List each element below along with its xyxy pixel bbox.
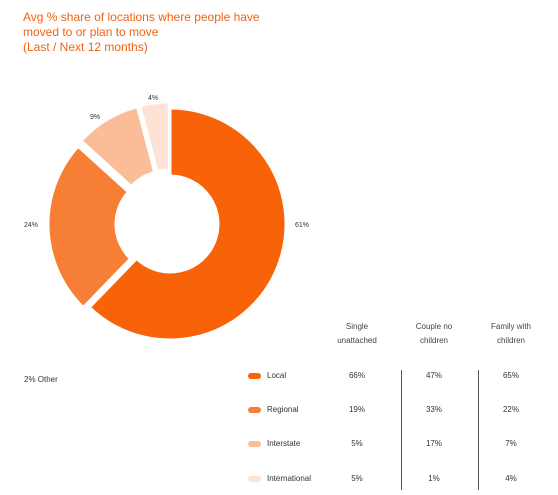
column-divider bbox=[478, 370, 479, 490]
slice-value-label: 9% bbox=[90, 114, 100, 121]
table-cell: 22% bbox=[502, 405, 519, 414]
donut-slice-regional bbox=[46, 144, 133, 310]
column-divider bbox=[401, 370, 402, 490]
table-cell: 47% bbox=[425, 371, 442, 380]
column-header: Couple no children bbox=[397, 320, 471, 348]
table-cell: 65% bbox=[502, 371, 519, 380]
column-header-line: Couple no bbox=[415, 322, 453, 331]
table-cell: 5% bbox=[351, 439, 363, 448]
legend-swatch bbox=[248, 476, 261, 482]
column-header-line: unattached bbox=[337, 336, 377, 345]
legend-label: International bbox=[267, 474, 312, 483]
table-row: International 5% 1% 4% bbox=[0, 473, 558, 487]
chart-title-line: Avg % share of locations where people ha… bbox=[23, 10, 260, 24]
donut-slice-local bbox=[87, 106, 288, 342]
column-header-line: children bbox=[496, 336, 525, 345]
chart-title-line: moved to or plan to move bbox=[23, 25, 159, 39]
legend-swatch bbox=[248, 441, 261, 447]
table-row: Interstate 5% 17% 7% bbox=[0, 438, 558, 452]
column-header: Family with children bbox=[474, 320, 548, 348]
slice-value-label: 4% bbox=[148, 95, 158, 102]
slice-value-label: 24% bbox=[24, 222, 38, 229]
column-header-line: Single bbox=[345, 322, 369, 331]
column-header-line: Family with bbox=[490, 322, 531, 331]
column-header-line: children bbox=[419, 336, 448, 345]
table-cell: 4% bbox=[505, 474, 517, 483]
column-header: Single unattached bbox=[320, 320, 394, 348]
table-cell: 1% bbox=[428, 474, 440, 483]
other-share-note: 2% Other bbox=[24, 375, 58, 384]
chart-title-line: (Last / Next 12 months) bbox=[23, 40, 148, 54]
table-cell: 33% bbox=[425, 405, 442, 414]
slice-value-label: 61% bbox=[295, 222, 309, 229]
legend-swatch bbox=[248, 373, 261, 379]
table-row: Local 66% 47% 65% bbox=[0, 370, 558, 384]
chart-title: Avg % share of locations where people ha… bbox=[23, 10, 323, 55]
table-cell: 17% bbox=[425, 439, 442, 448]
table-row: Regional 19% 33% 22% bbox=[0, 404, 558, 418]
legend-label: Local bbox=[267, 371, 287, 380]
table-cell: 7% bbox=[505, 439, 517, 448]
table-cell: 19% bbox=[348, 405, 365, 414]
donut-slice-interstate bbox=[78, 104, 157, 189]
donut-slice-international bbox=[137, 100, 171, 174]
legend-label: Regional bbox=[267, 405, 299, 414]
table-cell: 5% bbox=[351, 474, 363, 483]
table-cell: 66% bbox=[348, 371, 365, 380]
legend-label: Interstate bbox=[267, 439, 301, 448]
legend-swatch bbox=[248, 407, 261, 413]
